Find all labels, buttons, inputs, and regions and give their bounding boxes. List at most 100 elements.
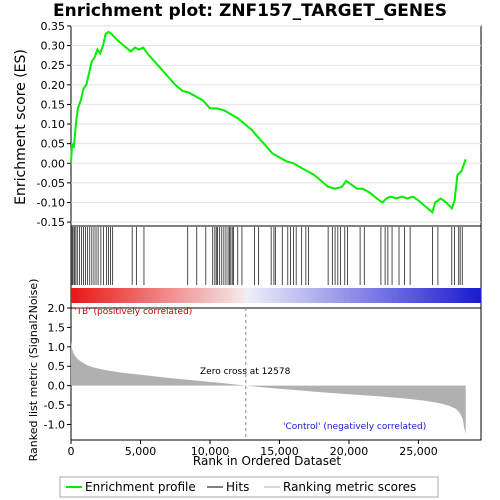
heat-segment: [313, 288, 318, 303]
heat-segment: [457, 288, 461, 303]
heat-segment: [94, 288, 99, 303]
heat-segment: [248, 288, 253, 303]
heat-segment: [91, 288, 96, 303]
heat-segment: [286, 288, 291, 303]
es-y-tick-label: 0.25: [41, 59, 66, 72]
heat-segment: [176, 288, 181, 303]
heat-segment: [217, 288, 222, 303]
heat-segment: [173, 288, 178, 303]
heat-segment: [440, 288, 444, 303]
heat-segment: [125, 288, 130, 303]
heat-segment: [139, 288, 144, 303]
es-line-layer: [70, 30, 467, 215]
heat-segment: [416, 288, 420, 303]
legend: Enrichment profile Hits Ranking metric sco…: [66, 480, 416, 494]
heat-segment: [98, 288, 103, 303]
heat-segment: [358, 288, 362, 303]
heat-segment: [84, 288, 89, 303]
heat-segment: [105, 288, 109, 303]
heat-segment: [214, 288, 219, 303]
heat-segment: [200, 288, 205, 303]
heat-segment: [135, 288, 140, 303]
metric-y-tick-label: 0.0: [48, 380, 66, 393]
heat-segment: [351, 288, 355, 303]
heat-segment: [156, 288, 161, 303]
x-tick-label: 15,000: [260, 445, 299, 458]
heat-segment: [279, 288, 284, 303]
x-tick-label: 0: [68, 445, 75, 458]
heat-segment: [265, 288, 270, 303]
heat-segment: [381, 288, 386, 303]
legend-box: [59, 476, 439, 498]
metric-y-tick-label: 0.5: [48, 360, 66, 373]
heat-segment: [204, 288, 209, 303]
metric-y-tick-label: 2.0: [48, 302, 66, 315]
heat-segment: [276, 288, 280, 303]
heat-segment: [330, 288, 335, 303]
es-y-tick-label: 0.20: [41, 79, 66, 92]
es-y-axis-label: Enrichment score (ES): [13, 49, 29, 205]
heat-segment: [187, 288, 191, 303]
heat-segment: [238, 288, 243, 303]
heat-segment: [142, 288, 147, 303]
heat-segment: [399, 288, 403, 303]
heat-segment: [241, 288, 246, 303]
heat-segment: [310, 288, 314, 303]
heat-segment: [412, 288, 417, 303]
heat-segment: [74, 288, 79, 303]
heat-segment: [344, 288, 349, 303]
heat-segment: [385, 288, 390, 303]
heat-segment: [422, 288, 427, 303]
es-y-ticks: -0.15 -0.10 -0.05 0.00 0.05 0.10 0.15 0.20 0.25 0…: [37, 20, 71, 229]
negative-correlation-label: 'Control' (negatively correlated): [283, 422, 426, 432]
heat-segment: [153, 288, 157, 303]
heat-segment: [282, 288, 287, 303]
positive-correlation-label: 'TB' (positively correlated): [74, 307, 192, 317]
heat-segment: [255, 288, 260, 303]
heat-segment: [108, 288, 113, 303]
heat-segment: [228, 288, 232, 303]
heat-segment: [88, 288, 92, 303]
heat-segment: [323, 288, 328, 303]
es-y-tick-label: 0.35: [41, 20, 66, 33]
heat-segment: [101, 288, 106, 303]
heat-segment: [317, 288, 321, 303]
heat-segment: [337, 288, 342, 303]
heat-segment: [115, 288, 120, 303]
heat-segment: [354, 288, 359, 303]
heat-segment: [460, 288, 465, 303]
heat-segment: [296, 288, 301, 303]
heat-segment: [149, 288, 154, 303]
heat-segment: [446, 288, 451, 303]
heat-segment: [146, 288, 150, 303]
heat-segment: [378, 288, 383, 303]
es-series-line: [70, 30, 467, 215]
heat-segment: [463, 288, 468, 303]
es-y-tick-label: 0.30: [41, 40, 66, 53]
heat-segment: [258, 288, 263, 303]
heat-segment: [388, 288, 393, 303]
metric-y-tick-label: -1.0: [44, 418, 65, 431]
heat-segment: [299, 288, 304, 303]
x-tick-label: 10,000: [191, 445, 230, 458]
heat-segment: [190, 288, 195, 303]
heat-segment: [132, 288, 137, 303]
heat-segment: [453, 288, 458, 303]
heat-segment: [207, 288, 212, 303]
metric-area-layer: [71, 308, 466, 440]
heat-segment: [477, 288, 482, 303]
heat-segment: [340, 288, 345, 303]
heat-segment: [306, 288, 311, 303]
heat-segment: [159, 288, 164, 303]
heat-segment: [224, 288, 229, 303]
heat-segment: [245, 288, 250, 303]
es-y-tick-label: 0.10: [41, 118, 66, 131]
heat-segment: [402, 288, 407, 303]
es-y-tick-label: 0.15: [41, 98, 66, 111]
heat-segment: [77, 288, 82, 303]
heat-segment: [231, 288, 236, 303]
heat-segment: [269, 288, 273, 303]
heat-segment: [392, 288, 396, 303]
metric-panel-frame: [70, 307, 482, 441]
heat-segment: [289, 288, 294, 303]
